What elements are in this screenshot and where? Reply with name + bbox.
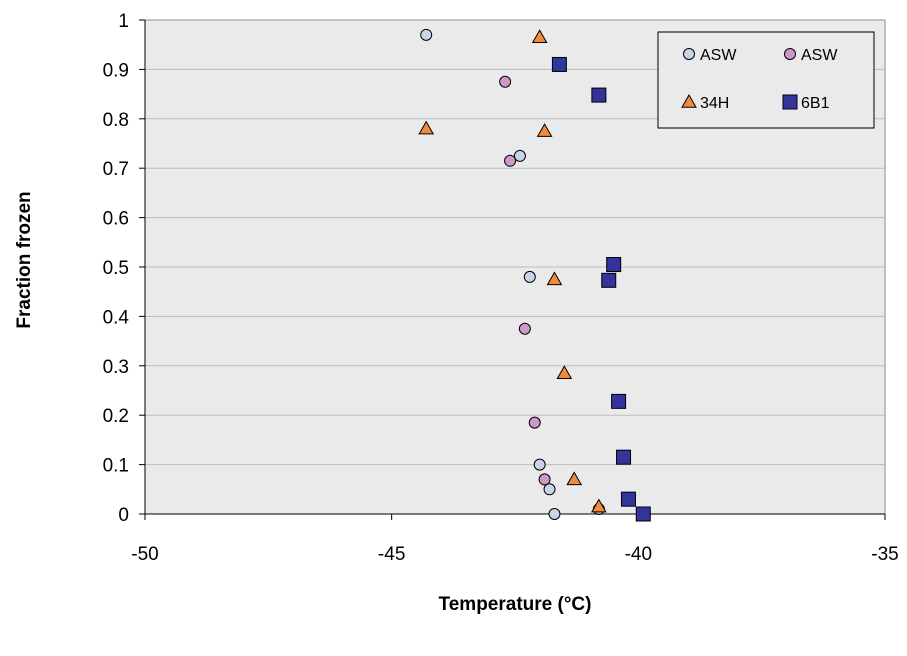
x-tick-label: -50 (131, 544, 158, 565)
series-1 (420, 28, 561, 520)
axes (139, 19, 886, 520)
y-tick-label: 0.2 (103, 406, 129, 427)
x-tick-label: -40 (625, 544, 652, 565)
y-tick-label: 0.9 (103, 60, 129, 81)
legend-label: ASW (801, 47, 838, 64)
data-point (591, 498, 607, 513)
data-point (543, 483, 556, 496)
y-tick-label: 0.5 (103, 258, 129, 279)
data-point (504, 154, 517, 167)
legend-marker (681, 93, 697, 108)
data-point (601, 272, 617, 288)
y-tick-label: 0.7 (103, 159, 129, 180)
legend-label: 34H (700, 95, 729, 112)
data-point (546, 271, 563, 286)
legend-marker (784, 48, 796, 60)
x-tick-label: -35 (871, 544, 898, 565)
data-point (499, 75, 512, 88)
data-point (533, 458, 546, 471)
legend-label: 6B1 (801, 95, 830, 112)
legend-box (657, 31, 875, 129)
data-point (620, 491, 636, 507)
x-axis-title: Temperature (°C) (439, 594, 592, 615)
y-tick-label: 0.4 (103, 307, 130, 328)
legend-item: ASW (784, 47, 838, 64)
y-tick-label: 1 (118, 11, 129, 32)
legend-item: 34H (681, 93, 729, 112)
data-point (635, 506, 651, 522)
data-point (551, 56, 567, 72)
data-point (611, 393, 627, 409)
data-points (418, 28, 651, 522)
data-point (606, 257, 622, 273)
data-point (538, 473, 551, 486)
data-point (513, 149, 526, 162)
data-point (616, 449, 632, 465)
data-point (523, 270, 536, 283)
data-point (591, 87, 607, 103)
legend-item: 6B1 (782, 94, 830, 112)
legend-marker (683, 48, 695, 60)
y-tick-label: 0.6 (103, 209, 129, 230)
legend-marker (782, 94, 798, 110)
data-point (556, 365, 573, 379)
series-4 (551, 56, 651, 522)
legend-label: ASW (700, 47, 737, 64)
y-axis-title: Fraction frozen (14, 191, 35, 328)
data-point (548, 508, 561, 520)
y-tick-label: 0.1 (103, 456, 129, 477)
data-point (418, 120, 435, 135)
series-3 (418, 29, 607, 513)
y-tick-label: 0.8 (103, 110, 129, 131)
data-point (531, 29, 548, 44)
data-point (528, 416, 541, 429)
x-tick-label: -45 (378, 544, 405, 565)
y-tick-label: 0 (118, 505, 129, 526)
tick-labels: 0 0.1 0.2 0.3 0.4 0.5 0.6 0.7 0.8 0.9 1 -50 -45 -40 -3… (103, 11, 899, 565)
data-point (566, 471, 583, 486)
legend-item: ASW (683, 47, 737, 64)
y-tick-label: 0.3 (103, 357, 129, 378)
data-point (518, 322, 531, 335)
legend: ASW ASW 34H 6B1 (657, 31, 875, 129)
data-point (536, 123, 553, 137)
data-point (420, 28, 433, 41)
